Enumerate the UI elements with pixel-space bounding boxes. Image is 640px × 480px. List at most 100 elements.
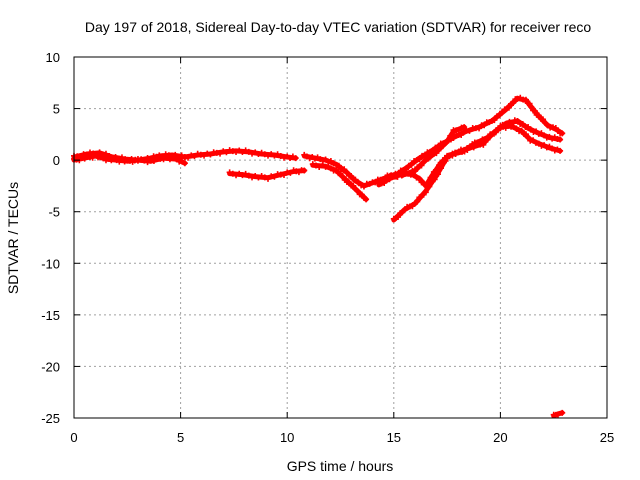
- data-point: [229, 170, 236, 177]
- data-point: [96, 149, 103, 156]
- data-point: [418, 162, 425, 169]
- data-point: [557, 136, 564, 143]
- data-point: [360, 183, 367, 190]
- data-point: [458, 131, 465, 138]
- data-point: [226, 169, 233, 176]
- data-point: [265, 152, 272, 159]
- data-point: [395, 214, 402, 221]
- data-point: [181, 160, 188, 167]
- data-point: [442, 157, 449, 164]
- data-point: [150, 158, 157, 165]
- data-point: [226, 147, 233, 154]
- data-point: [425, 155, 432, 162]
- chart-title: Day 197 of 2018, Sidereal Day-to-day VTE…: [85, 19, 591, 35]
- data-point: [274, 151, 281, 158]
- data-point: [341, 166, 348, 173]
- data-point: [476, 125, 483, 132]
- y-tick-label: 10: [46, 50, 60, 65]
- data-point: [277, 153, 284, 160]
- data-point: [559, 409, 566, 416]
- data-point: [245, 172, 252, 179]
- data-point: [350, 182, 357, 189]
- data-point: [233, 149, 240, 156]
- data-point: [409, 203, 416, 210]
- data-point: [395, 171, 402, 178]
- data-point: [358, 182, 365, 189]
- data-point: [354, 188, 361, 195]
- data-point: [434, 171, 441, 178]
- data-point: [408, 161, 415, 168]
- data-point: [166, 156, 173, 163]
- data-point: [449, 152, 456, 159]
- data-point: [484, 136, 491, 143]
- data-point: [559, 130, 566, 137]
- data-point: [252, 173, 259, 180]
- data-point: [271, 173, 278, 180]
- data-point: [265, 175, 272, 182]
- data-point: [429, 148, 436, 155]
- data-point: [242, 147, 249, 154]
- data-point: [525, 134, 532, 141]
- data-point: [416, 175, 423, 182]
- data-point: [333, 166, 340, 173]
- data-point: [191, 153, 198, 160]
- data-point: [287, 169, 294, 176]
- data-point: [363, 196, 370, 203]
- axis-ticks: 0 5 10 15 20 25 10 5 0 -5 -10 -15 -20 -25: [41, 50, 614, 445]
- data-point: [301, 167, 308, 174]
- data-point: [433, 150, 440, 157]
- plot-frame: [73, 56, 608, 419]
- data-point: [480, 141, 487, 148]
- x-tick-label: 0: [70, 430, 77, 445]
- y-tick-label: -10: [41, 256, 60, 271]
- data-point: [491, 117, 498, 124]
- data-point: [481, 122, 488, 129]
- data-point: [239, 148, 246, 155]
- data-point: [519, 120, 526, 127]
- data-point: [355, 179, 362, 186]
- data-point: [505, 104, 512, 111]
- data-point: [252, 149, 259, 156]
- data-point: [223, 149, 230, 156]
- data-point: [245, 148, 252, 155]
- data-point: [358, 191, 365, 198]
- data-point: [163, 154, 170, 161]
- plot-marks: [71, 94, 566, 419]
- y-tick-label: -15: [41, 308, 60, 323]
- data-point: [229, 148, 236, 155]
- data-point: [258, 149, 265, 156]
- data-point: [514, 95, 521, 102]
- data-point: [255, 151, 262, 158]
- data-point: [470, 144, 477, 151]
- data-point: [335, 162, 342, 169]
- x-tick-label: 15: [387, 430, 401, 445]
- data-point: [170, 154, 177, 161]
- y-axis-label: SDTVAR / TECUs: [5, 182, 21, 294]
- data-point: [337, 170, 344, 177]
- data-point: [464, 146, 471, 153]
- data-point: [197, 151, 204, 158]
- data-point: [495, 126, 502, 133]
- data-point: [236, 147, 243, 154]
- y-tick-label: -5: [48, 205, 60, 220]
- data-point: [421, 152, 428, 159]
- data-point: [242, 170, 249, 177]
- data-point: [134, 157, 141, 164]
- data-point: [381, 180, 388, 187]
- data-point: [531, 107, 538, 114]
- data-point: [319, 162, 326, 169]
- data-point: [557, 147, 564, 154]
- data-point: [522, 131, 529, 138]
- data-point: [416, 156, 423, 163]
- x-tick-label: 5: [177, 430, 184, 445]
- data-point: [102, 150, 109, 157]
- data-point: [207, 151, 214, 158]
- data-point: [535, 112, 542, 119]
- data-point: [281, 154, 288, 161]
- data-point: [466, 127, 473, 134]
- data-point: [178, 152, 185, 159]
- data-point: [435, 144, 442, 151]
- data-point: [271, 152, 278, 159]
- data-point: [261, 151, 268, 158]
- data-point: [540, 116, 547, 123]
